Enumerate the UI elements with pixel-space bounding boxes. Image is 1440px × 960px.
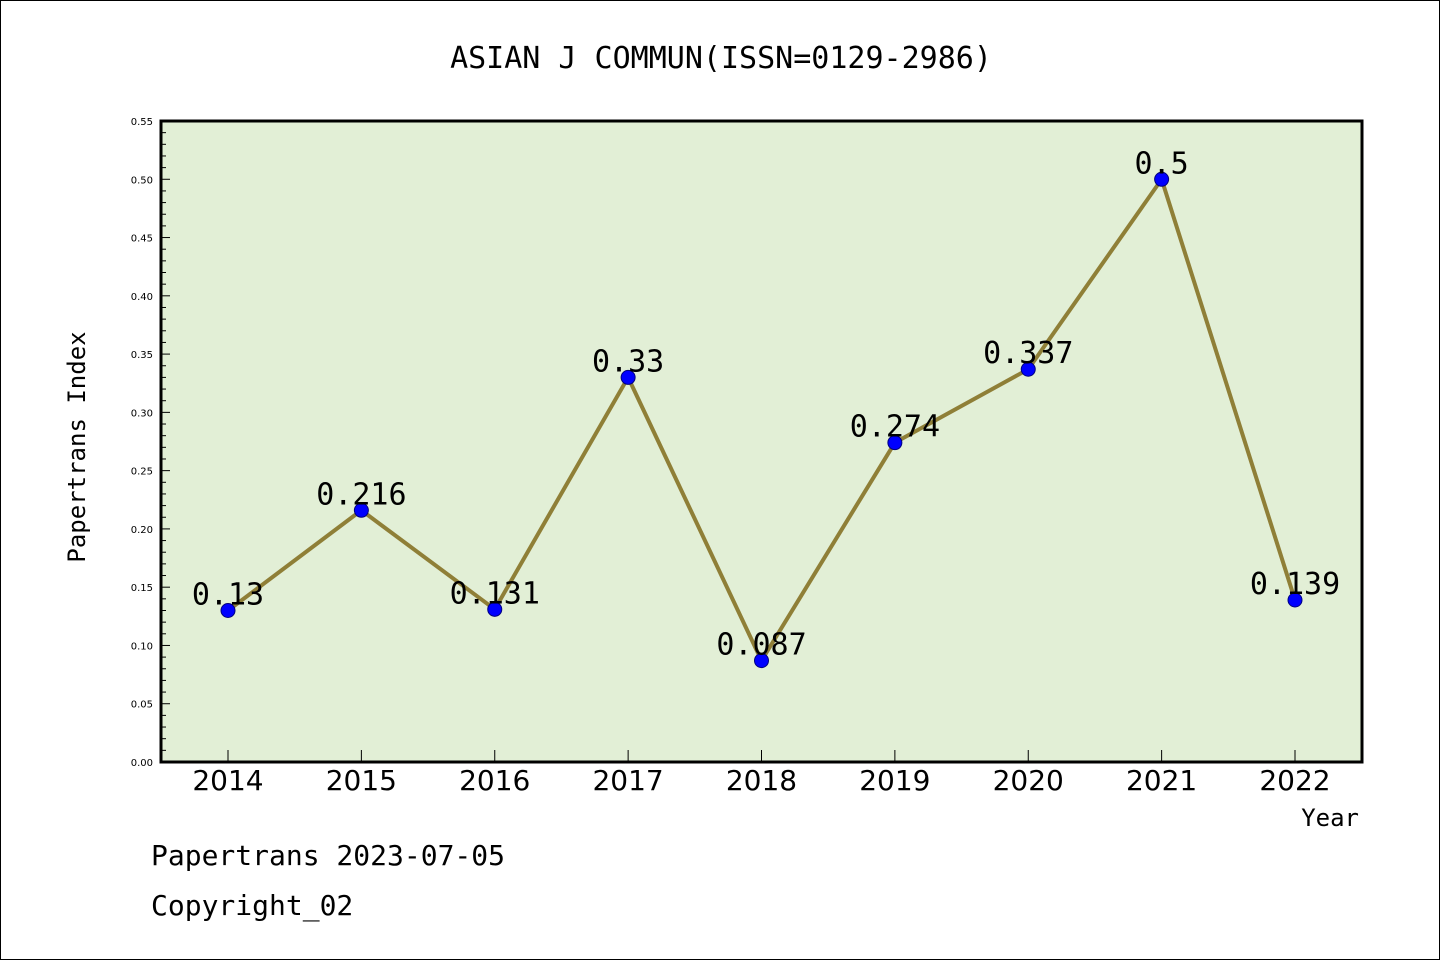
y-tick-label: 0.00 (131, 758, 153, 769)
chart-title: ASIAN J COMMUN(ISSN=0129-2986) (450, 41, 992, 76)
y-tick-label: 0.10 (131, 641, 153, 652)
data-point (1154, 171, 1170, 187)
x-tick-label: 2020 (993, 764, 1064, 797)
data-point (220, 602, 236, 618)
data-label: 0.274 (850, 410, 940, 445)
data-point (620, 369, 636, 385)
y-tick-label: 0.30 (131, 408, 153, 419)
data-label: 0.139 (1250, 567, 1340, 602)
data-point (887, 435, 903, 451)
data-point (487, 601, 503, 617)
x-axis-title: Year (1301, 804, 1359, 832)
series-layer (220, 171, 1303, 669)
data-point (1287, 592, 1303, 608)
footer-date-stamp: Papertrans 2023-07-05 (151, 839, 505, 872)
data-label: 0.216 (316, 477, 406, 512)
plot-border (159, 119, 1364, 764)
data-point (353, 502, 369, 518)
data-label: 0.33 (592, 344, 664, 379)
y-axis-title: Papertrans Index (63, 331, 91, 562)
x-tick-label: 2014 (192, 764, 263, 797)
x-tick-label: 2018 (726, 764, 797, 797)
x-tick-label: 2022 (1259, 764, 1330, 797)
data-label: 0.131 (450, 576, 540, 611)
x-tick-label: 2021 (1126, 764, 1197, 797)
data-point (754, 653, 769, 669)
y-tick-label: 0.15 (131, 583, 153, 594)
footer-copyright: Copyright_02 (151, 889, 353, 923)
y-tick-label: 0.40 (131, 292, 153, 303)
data-label: 0.087 (716, 628, 806, 663)
x-axis: 2014 2015 2016 2017 2018 2019 2020 2021 2022 (192, 750, 1331, 797)
y-tick-label: 0.05 (131, 700, 153, 711)
x-tick-label: 2019 (859, 764, 930, 797)
y-tick-label: 0.55 (131, 117, 153, 128)
y-tick-label: 0.45 (131, 234, 153, 245)
x-tick-label: 2016 (459, 764, 530, 797)
y-axis: 0.00 0.05 0.10 0.15 0.20 0.25 0.30 0.35 0.40 0.45… (131, 117, 170, 769)
y-tick-label: 0.35 (131, 350, 153, 361)
y-tick-label: 0.25 (131, 467, 153, 478)
data-label: 0.13 (192, 577, 264, 612)
data-point (1020, 361, 1036, 377)
data-label-layer: 0.13 0.216 0.131 0.33 0.087 0.274 0.337 0.5 0.13… (192, 146, 1340, 662)
y-tick-label: 0.20 (131, 525, 153, 536)
data-label: 0.5 (1135, 146, 1189, 181)
y-tick-label: 0.50 (131, 175, 153, 186)
data-label: 0.337 (983, 336, 1073, 371)
x-tick-label: 2017 (592, 764, 663, 797)
x-tick-label: 2015 (326, 764, 397, 797)
